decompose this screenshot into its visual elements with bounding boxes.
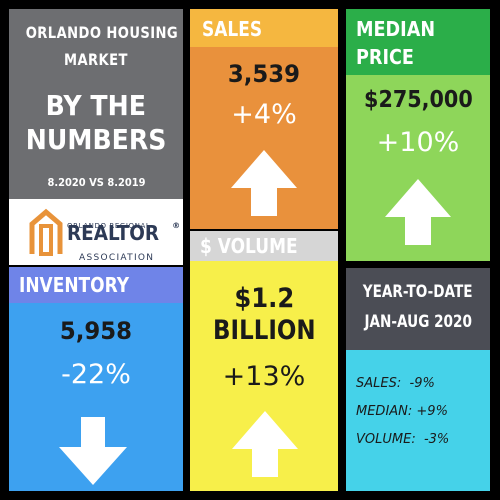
volume-up-arrow-icon [230, 409, 300, 479]
ytd-header-line-1: YEAR-TO-DATE [363, 282, 473, 302]
inventory-header: INVENTORY [9, 267, 183, 303]
median-header: MEDIAN PRICE [346, 9, 490, 75]
volume-value-line-2: BILLION [212, 315, 316, 346]
sales-up-arrow-icon [229, 148, 299, 218]
sales-change: +4% [231, 99, 297, 130]
median-value: $275,000 [363, 87, 473, 113]
median-header-line-1: MEDIAN [356, 17, 436, 41]
house-logo-icon [29, 208, 63, 260]
ytd-header-line-2: JAN-AUG 2020 [364, 312, 472, 332]
title-line-1: ORLANDO HOUSING [25, 23, 179, 42]
logo-top-text: ORLANDO REGIONAL [67, 222, 151, 230]
inventory-change: -22% [61, 359, 131, 390]
volume-change: +13% [222, 361, 306, 392]
median-up-arrow-icon [383, 177, 453, 247]
volume-header: $ VOLUME [190, 231, 338, 261]
sales-body: 3,539 +4% [190, 47, 338, 229]
ytd-median: MEDIAN: +9% [356, 404, 448, 419]
title-line-2: MARKET [64, 50, 128, 69]
title-line-4: NUMBERS [25, 123, 167, 156]
median-header-line-2: PRICE [356, 45, 414, 69]
median-change: +10% [376, 127, 460, 158]
volume-header-label: $ VOLUME [200, 234, 298, 258]
inventory-down-arrow-icon [57, 415, 129, 487]
sales-value: 3,539 [227, 60, 301, 88]
inventory-header-label: INVENTORY [19, 273, 130, 297]
logo-main-text: REALTOR [67, 221, 160, 245]
inventory-body: 5,958 -22% [9, 303, 183, 491]
ytd-header: YEAR-TO-DATE JAN-AUG 2020 [346, 268, 490, 350]
volume-value-line-1: $1.2 [234, 283, 294, 314]
title-dates: 8.2020 VS 8.2019 [46, 176, 146, 189]
logo-panel: ORLANDO REGIONAL REALTOR ® ASSOCIATION [9, 199, 183, 265]
logo-sub-text: ASSOCIATION [79, 253, 155, 263]
inventory-value: 5,958 [59, 317, 133, 345]
volume-body: $1.2 BILLION +13% [190, 261, 338, 491]
sales-header: SALES [190, 9, 338, 47]
title-line-3: BY THE [45, 89, 147, 122]
median-body: $275,000 +10% [346, 75, 490, 261]
ytd-sales: SALES: -9% [356, 376, 435, 391]
ytd-volume: VOLUME: -3% [356, 432, 450, 447]
logo-reg-mark: ® [172, 221, 181, 230]
sales-header-label: SALES [202, 17, 263, 41]
title-panel: ORLANDO HOUSING MARKET BY THE NUMBERS 8.… [9, 9, 183, 199]
ytd-body: SALES: -9% MEDIAN: +9% VOLUME: -3% [346, 350, 490, 491]
